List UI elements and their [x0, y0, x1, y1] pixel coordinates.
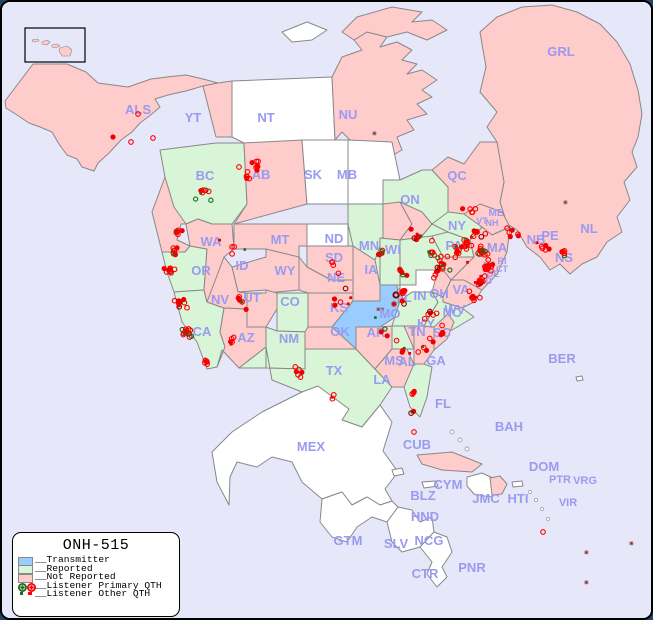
svg-text:DOM: DOM — [529, 459, 559, 474]
svg-text:AL: AL — [398, 354, 415, 369]
svg-text:BLZ: BLZ — [410, 488, 435, 503]
svg-text:NCG: NCG — [415, 533, 444, 548]
svg-text:SLV: SLV — [384, 536, 409, 551]
svg-text:VIR: VIR — [559, 497, 577, 509]
svg-text:PNR: PNR — [458, 560, 486, 575]
svg-text:IN: IN — [414, 288, 427, 303]
svg-text:NV: NV — [211, 292, 229, 307]
svg-text:NC: NC — [443, 305, 462, 320]
svg-text:MEX: MEX — [297, 439, 326, 454]
svg-text:ID: ID — [236, 258, 249, 273]
svg-text:VT: VT — [476, 216, 488, 226]
svg-text:UT: UT — [243, 290, 260, 305]
svg-text:NU: NU — [339, 107, 358, 122]
svg-text:BER: BER — [548, 351, 576, 366]
svg-text:TN: TN — [408, 324, 425, 339]
svg-text:MT: MT — [271, 232, 290, 247]
svg-text:ND: ND — [325, 231, 344, 246]
svg-text:LA: LA — [373, 372, 391, 387]
svg-text:CT: CT — [496, 264, 508, 274]
svg-text:QC: QC — [447, 168, 467, 183]
svg-text:CTR: CTR — [412, 566, 439, 581]
svg-text:CYM: CYM — [434, 477, 463, 492]
svg-text:NM: NM — [279, 331, 299, 346]
svg-text:KS: KS — [330, 300, 348, 315]
svg-text:GA: GA — [426, 353, 446, 368]
svg-text:OR: OR — [191, 263, 211, 278]
svg-text:IA: IA — [365, 262, 379, 277]
svg-text:CA: CA — [193, 324, 212, 339]
svg-text:TX: TX — [326, 363, 343, 378]
svg-text:OK: OK — [330, 324, 350, 339]
svg-text:NL: NL — [580, 221, 597, 236]
svg-text:ALS: ALS — [125, 102, 151, 117]
svg-text:GTM: GTM — [334, 533, 363, 548]
svg-text:NT: NT — [257, 110, 274, 125]
svg-text:NY: NY — [448, 218, 466, 233]
svg-text:BAH: BAH — [495, 419, 523, 434]
svg-text:SK: SK — [304, 167, 323, 182]
svg-text:PTR: PTR — [549, 474, 571, 486]
svg-text:JMC: JMC — [472, 491, 500, 506]
svg-text:OH: OH — [429, 286, 449, 301]
svg-text:PE: PE — [541, 228, 559, 243]
svg-text:BC: BC — [196, 168, 215, 183]
svg-text:CUB: CUB — [403, 437, 431, 452]
svg-text:MB: MB — [337, 167, 357, 182]
svg-text:WI: WI — [385, 242, 401, 257]
svg-text:FL: FL — [435, 396, 451, 411]
svg-text:AZ: AZ — [237, 330, 254, 345]
svg-text:MN: MN — [359, 238, 379, 253]
svg-text:YT: YT — [185, 110, 202, 125]
svg-text:HTI: HTI — [508, 491, 529, 506]
svg-text:MO: MO — [380, 306, 401, 321]
svg-text:HND: HND — [411, 509, 439, 524]
svg-text:GRL: GRL — [547, 44, 575, 59]
svg-text:WY: WY — [275, 263, 296, 278]
svg-text:ON: ON — [400, 192, 420, 207]
svg-text:VRG: VRG — [573, 475, 597, 487]
svg-text:CO: CO — [280, 294, 300, 309]
